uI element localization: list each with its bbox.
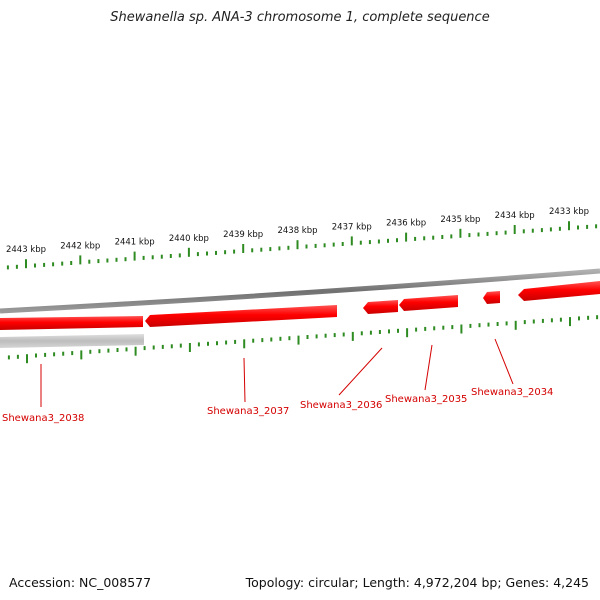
gene-label-2034[interactable]: Shewana3_2034 — [471, 387, 553, 398]
leader-line-2037 — [243, 357, 246, 403]
backbone-track — [0, 268, 600, 314]
gene-arrow-next[interactable] — [518, 281, 600, 301]
reverse-strand-genes — [0, 281, 600, 330]
scale-label: 2433 kbp — [549, 207, 589, 217]
scale-label: 2442 kbp — [60, 241, 100, 251]
gene-label-2037[interactable]: Shewana3_2037 — [207, 406, 289, 417]
gene-label-2038[interactable]: Shewana3_2038 — [2, 413, 84, 424]
scale-labels: 2443 kbp 2442 kbp 2441 kbp 2440 kbp 2439 kbp… — [6, 207, 589, 255]
leader-line-2036 — [338, 347, 383, 396]
gene-label-2035[interactable]: Shewana3_2035 — [385, 394, 467, 405]
scale-label: 2443 kbp — [6, 245, 46, 255]
scale-label: 2436 kbp — [386, 219, 426, 229]
gene-arrow-shewana3-2038[interactable] — [0, 316, 143, 330]
scale-label: 2435 kbp — [440, 215, 480, 225]
gene-arrow-shewana3-2037[interactable] — [145, 305, 337, 327]
topology-text: Topology: circular; Length: 4,972,204 bp… — [245, 575, 589, 590]
lower-feature-track — [0, 334, 144, 348]
gene-arrow-shewana3-2035[interactable] — [399, 295, 458, 311]
gene-arrow-shewana3-2036[interactable] — [363, 300, 398, 314]
gene-arrow-shewana3-2034[interactable] — [483, 291, 500, 304]
gene-label-2036[interactable]: Shewana3_2036 — [300, 400, 382, 411]
gene-leader-lines — [40, 338, 514, 407]
map-title: Shewanella sp. ANA-3 chromosome 1, compl… — [110, 10, 490, 25]
scale-label: 2434 kbp — [495, 211, 535, 221]
scale-label: 2441 kbp — [115, 238, 155, 248]
scale-label: 2437 kbp — [332, 222, 372, 232]
inner-scale-ticks — [7, 315, 599, 364]
scale-label: 2439 kbp — [223, 230, 263, 240]
leader-line-2034 — [494, 338, 514, 385]
accession-text: Accession: NC_008577 — [9, 575, 152, 590]
scale-label: 2438 kbp — [277, 226, 317, 236]
gene-labels: Shewana3_2038 Shewana3_2037 Shewana3_203… — [2, 387, 553, 424]
leader-line-2035 — [424, 344, 433, 391]
scale-label: 2440 kbp — [169, 234, 209, 244]
outer-scale-ticks — [6, 221, 598, 270]
